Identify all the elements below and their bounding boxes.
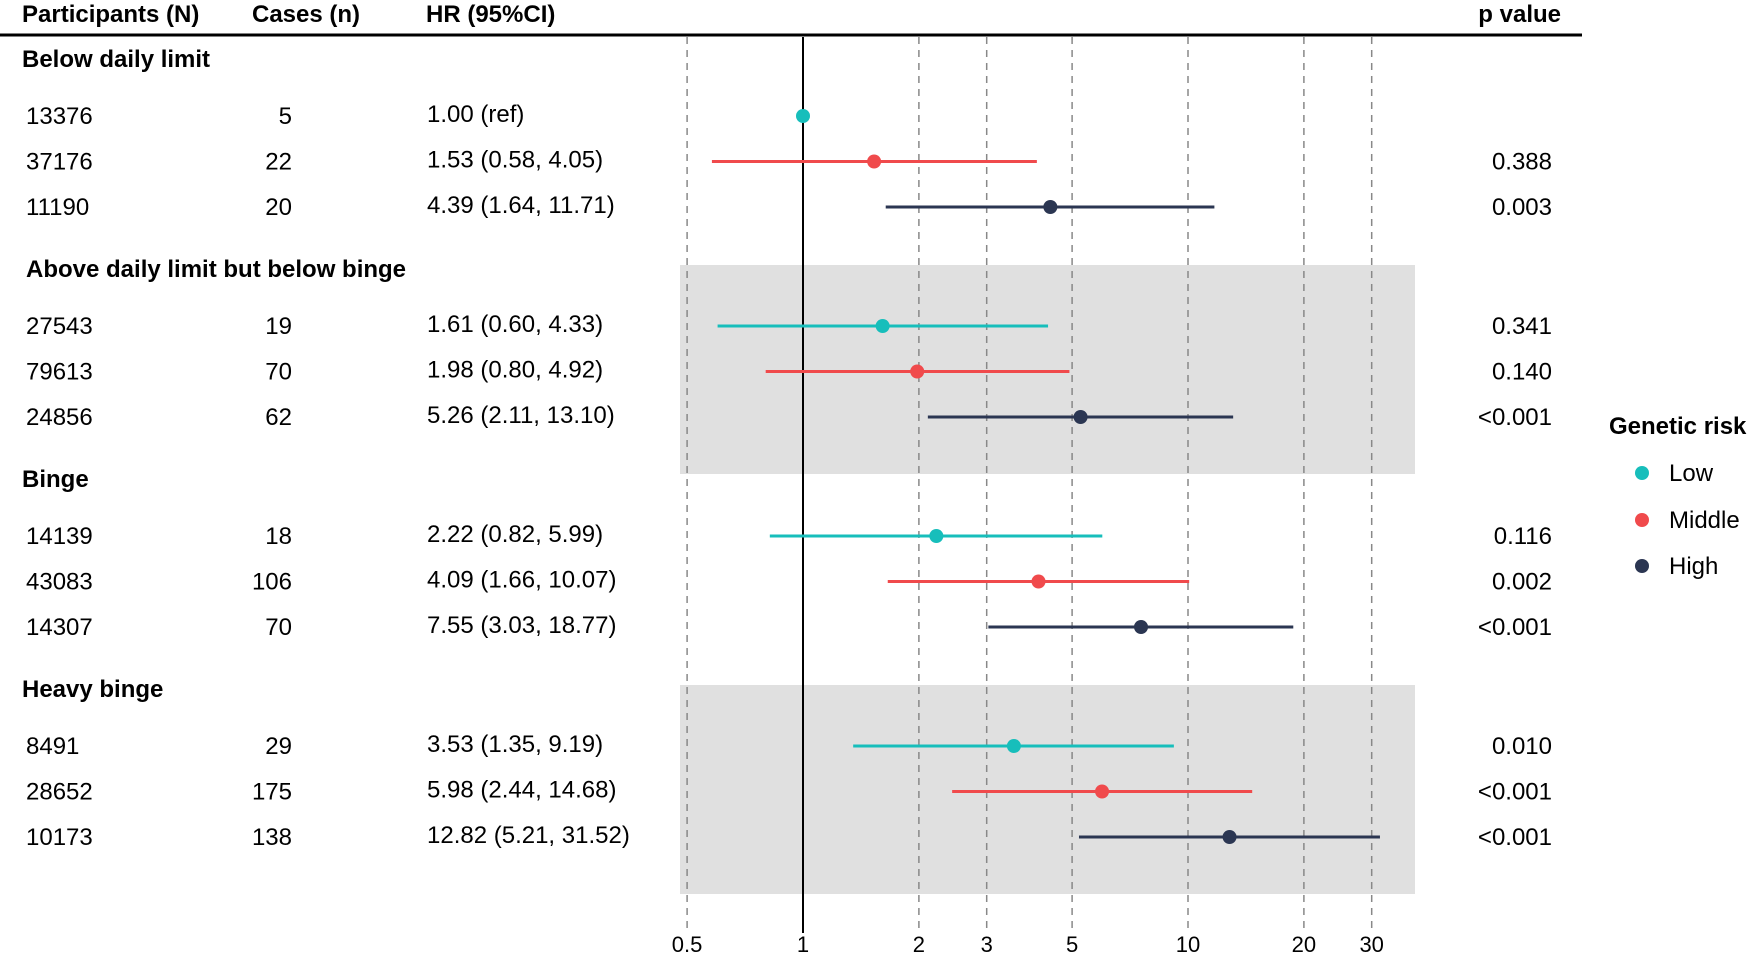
- hr-point: [867, 154, 882, 169]
- cases-cell: 70: [265, 359, 292, 386]
- hr-point: [1095, 784, 1110, 799]
- x-tick-label: 3: [981, 932, 993, 957]
- header-cases: Cases (n): [252, 1, 360, 28]
- cases-cell: 62: [265, 404, 292, 431]
- p-value-cell: 0.140: [1492, 359, 1552, 386]
- hr-point: [875, 319, 890, 333]
- hr-cell: 5.98 (2.44, 14.68): [427, 777, 616, 804]
- hr-cell: 4.09 (1.66, 10.07): [427, 567, 616, 594]
- participants-cell: 28652: [26, 779, 93, 806]
- header-participants: Participants (N): [22, 1, 199, 28]
- group-label: Heavy binge: [22, 676, 163, 703]
- group-label: Above daily limit but below binge: [26, 256, 406, 283]
- gridlines: [686, 37, 1373, 933]
- hr-point: [1222, 830, 1237, 844]
- hr-cell: 12.82 (5.21, 31.52): [427, 822, 630, 849]
- plot-marks: [711, 109, 1380, 844]
- p-value-cell: 0.002: [1492, 569, 1552, 596]
- participants-cell: 24856: [26, 404, 93, 431]
- hr-cell: 1.98 (0.80, 4.92): [427, 357, 603, 384]
- legend-dot-high: [1635, 559, 1649, 573]
- participants-cell: 8491: [26, 733, 79, 760]
- legend-label-high: High: [1669, 553, 1718, 580]
- participants-cell: 10173: [26, 824, 93, 851]
- x-tick-label: 30: [1359, 932, 1383, 957]
- hr-cell: 7.55 (3.03, 18.77): [427, 612, 616, 639]
- p-value-cell: 0.010: [1492, 733, 1552, 760]
- cases-cell: 22: [265, 149, 292, 176]
- hr-cell: 2.22 (0.82, 5.99): [427, 521, 603, 548]
- participants-cell: 79613: [26, 359, 93, 386]
- participants-cell: 37176: [26, 149, 93, 176]
- hr-cell: 1.53 (0.58, 4.05): [427, 147, 603, 174]
- x-axis: 0.5 1 2 3 5 10 20 30: [672, 932, 1384, 957]
- hr-cell: 4.39 (1.64, 11.71): [427, 192, 615, 219]
- p-value-cell: <0.001: [1478, 779, 1552, 806]
- hr-point: [1134, 620, 1149, 634]
- group-label: Binge: [22, 466, 89, 493]
- cases-cell: 19: [265, 313, 292, 340]
- hr-point: [1031, 574, 1046, 589]
- cases-cell: 106: [252, 569, 292, 596]
- cases-cell: 70: [265, 614, 292, 641]
- cases-cell: 29: [265, 733, 292, 760]
- p-value-cell: 0.388: [1492, 149, 1552, 176]
- p-value-cell: <0.001: [1478, 614, 1552, 641]
- shaded-band: [680, 685, 1415, 894]
- header-p-value: p value: [1478, 1, 1561, 28]
- legend-label-low: Low: [1669, 460, 1714, 487]
- table-columns: Below daily limit 13376 5 1.00 (ref) 37176 22…: [22, 46, 1552, 851]
- p-value-cell: 0.116: [1494, 523, 1552, 550]
- legend-label-middle: Middle: [1669, 507, 1740, 534]
- p-value-cell: <0.001: [1478, 404, 1552, 431]
- legend: Genetic risk Low Middle High: [1609, 413, 1747, 580]
- hr-cell: 3.53 (1.35, 9.19): [427, 731, 603, 758]
- cases-cell: 175: [252, 779, 292, 806]
- hr-point: [910, 364, 925, 379]
- p-value-cell: 0.341: [1492, 313, 1552, 340]
- participants-cell: 14139: [26, 523, 93, 550]
- cases-cell: 20: [265, 194, 292, 221]
- x-tick-label: 5: [1066, 932, 1078, 957]
- cases-cell: 138: [252, 824, 292, 851]
- hr-cell: 1.61 (0.60, 4.33): [427, 311, 603, 338]
- hr-point: [929, 529, 944, 543]
- hr-cell: 5.26 (2.11, 13.10): [427, 402, 615, 429]
- legend-dot-middle: [1635, 513, 1649, 527]
- shaded-bands: [680, 265, 1415, 894]
- x-tick-label: 10: [1176, 932, 1200, 957]
- participants-cell: 43083: [26, 569, 93, 596]
- x-tick-label: 1: [797, 932, 809, 957]
- x-tick-label: 2: [913, 932, 925, 957]
- group-label: Below daily limit: [22, 46, 210, 73]
- hr-point: [1006, 739, 1021, 753]
- hr-point: [1043, 200, 1058, 214]
- header-hr: HR (95%CI): [426, 1, 555, 28]
- participants-cell: 13376: [26, 103, 93, 130]
- hr-point: [796, 109, 810, 123]
- hr-point: [1073, 410, 1088, 424]
- legend-dot-low: [1635, 466, 1649, 480]
- hr-cell: 1.00 (ref): [427, 101, 524, 128]
- cases-cell: 5: [279, 103, 292, 130]
- p-value-cell: <0.001: [1478, 824, 1552, 851]
- participants-cell: 11190: [26, 194, 89, 221]
- shaded-band: [680, 265, 1415, 474]
- legend-title: Genetic risk: [1609, 413, 1747, 440]
- cases-cell: 18: [265, 523, 292, 550]
- x-tick-label: 20: [1292, 932, 1316, 957]
- x-tick-label: 0.5: [672, 932, 703, 957]
- p-value-cell: 0.003: [1492, 194, 1552, 221]
- participants-cell: 27543: [26, 313, 93, 340]
- participants-cell: 14307: [26, 614, 93, 641]
